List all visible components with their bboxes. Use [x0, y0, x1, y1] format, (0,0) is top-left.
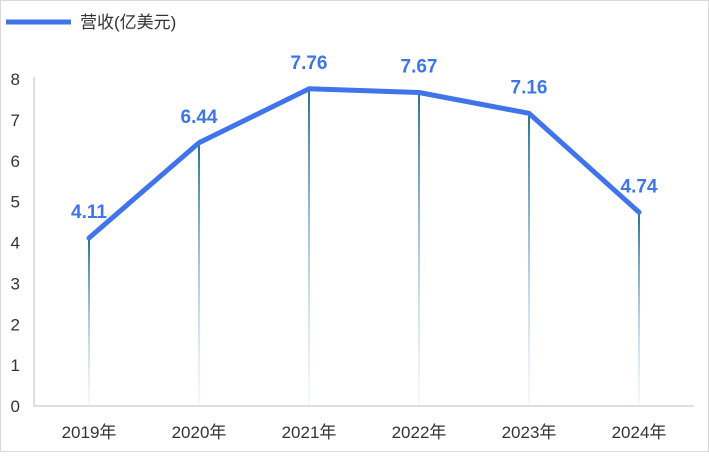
data-label: 4.11 [71, 202, 107, 223]
legend-label: 营收(亿美元) [80, 13, 176, 32]
data-label: 7.16 [511, 77, 548, 98]
x-tick-label: 2024年 [612, 423, 667, 442]
drop-line [418, 92, 420, 407]
drop-line [308, 88, 310, 406]
drop-line [528, 113, 530, 407]
y-tick-label: 2 [11, 315, 20, 334]
x-tick-label: 2023年 [502, 423, 557, 442]
series-polyline [86, 86, 642, 241]
x-tick-label: 2021年 [282, 423, 337, 442]
x-tick-label: 2022年 [392, 423, 447, 442]
x-tick-label: 2019年 [62, 423, 117, 442]
data-point [527, 111, 531, 116]
y-tick-label: 0 [11, 397, 20, 416]
x-tick-label: 2020年 [172, 423, 227, 442]
data-point [417, 90, 421, 95]
data-point [637, 210, 641, 215]
data-label: 7.67 [401, 56, 438, 77]
y-tick-label: 3 [11, 274, 20, 293]
drop-lines [88, 88, 640, 407]
data-label: 6.44 [181, 107, 218, 128]
y-axis: 0 1 2 3 4 5 6 7 8 [11, 70, 35, 416]
y-tick-label: 6 [11, 152, 20, 171]
y-tick-label: 5 [11, 193, 20, 212]
drop-line [88, 238, 90, 406]
data-labels: 4.11 6.44 7.76 7.67 7.16 4.74 [71, 53, 658, 223]
data-point [87, 236, 91, 241]
series-line [86, 86, 642, 241]
x-axis: 2019年 2020年 2021年 2022年 2023年 2024年 [34, 405, 694, 442]
legend: 营收(亿美元) [6, 13, 176, 32]
data-label: 7.76 [291, 53, 328, 74]
data-point [197, 140, 201, 145]
drop-line [198, 142, 200, 406]
data-label: 4.74 [621, 176, 658, 197]
data-point [307, 86, 311, 91]
y-tick-label: 1 [11, 356, 20, 375]
drop-line [638, 212, 640, 406]
y-tick-label: 7 [11, 111, 20, 130]
y-tick-label: 4 [11, 234, 20, 253]
y-tick-label: 8 [11, 70, 20, 89]
